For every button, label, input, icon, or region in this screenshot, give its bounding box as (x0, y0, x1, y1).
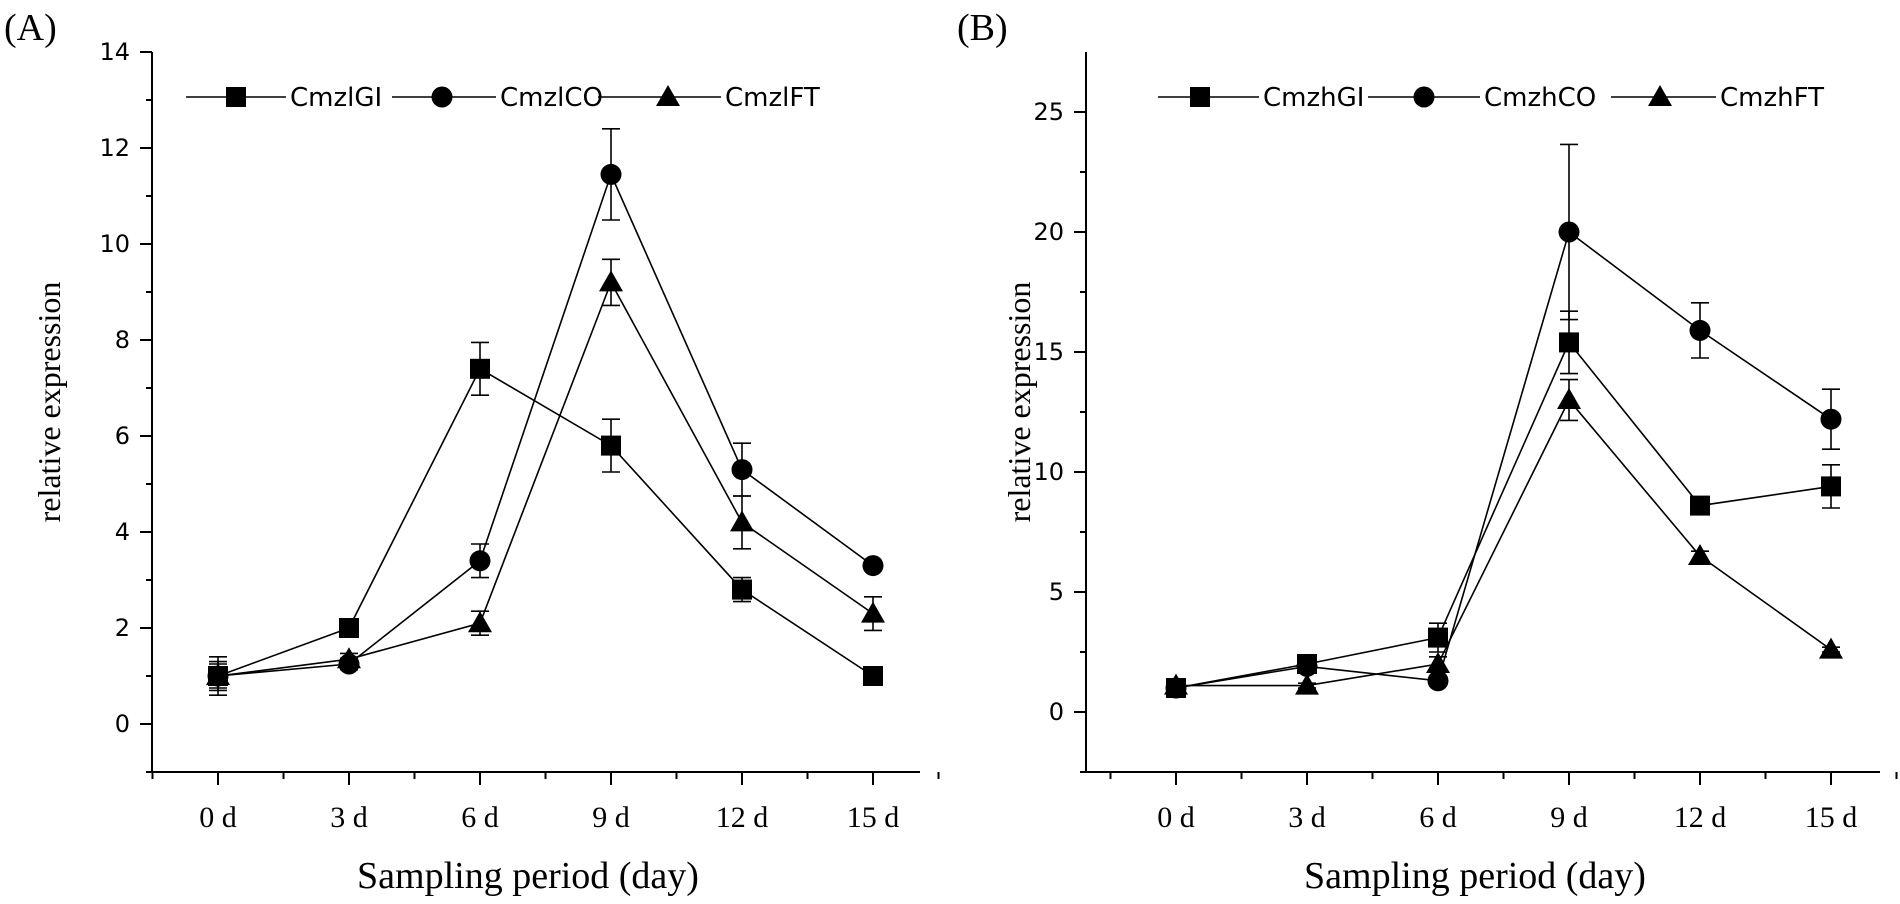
x-tick-label: 15 d (1805, 801, 1858, 834)
legend-label: CmzhGI (1263, 83, 1364, 113)
y-tick-label: 10 (1033, 458, 1064, 486)
data-point (1295, 673, 1319, 695)
data-point (1557, 388, 1581, 409)
legend-label: CmzhFT (1720, 83, 1824, 113)
legend-label: CmzlGI (290, 83, 382, 113)
series-line (217, 367, 874, 677)
y-tick-label: 25 (1033, 98, 1064, 126)
legend-marker (656, 85, 680, 106)
y-tick-label: 8 (115, 326, 130, 354)
series-line (217, 172, 874, 677)
x-tick-label: 0 d (1157, 801, 1195, 834)
data-point (470, 358, 490, 379)
data-point (1690, 495, 1710, 516)
x-tick-label: 12 d (716, 801, 769, 834)
data-point (337, 647, 361, 669)
y-tick-label: 20 (1033, 218, 1064, 246)
y-tick-label: 6 (115, 422, 130, 450)
data-point (206, 664, 230, 685)
y-tick-label: 0 (115, 710, 130, 738)
series-line (1175, 340, 1832, 689)
x-axis-title: Sampling period (day) (1304, 855, 1646, 897)
data-point (1819, 637, 1843, 659)
series-CmzlGI (208, 341, 883, 697)
panel-b: (B) 0 5 10 15 20 25 0 d 3 d 6 d 9 d 12 d 15 d Samplin… (957, 7, 1898, 897)
series-line (1176, 398, 1832, 687)
panel-a: (A) 0 2 4 6 8 10 12 14 0 d 3 d 6 d 9 d 12 d 15 d Sampli… (4, 7, 940, 897)
legend-entry: CmzlCO (392, 83, 603, 113)
y-axis-title: relative expression (1001, 282, 1037, 523)
panel-label: (B) (957, 7, 1008, 49)
data-point (339, 618, 359, 638)
legend-entry: CmzlGI (186, 83, 382, 113)
legend-entry: CmzhGI (1158, 83, 1364, 113)
series-CmzhCO (1165, 143, 1842, 699)
data-point (1428, 627, 1448, 648)
data-point (730, 510, 754, 532)
legend-entry: CmzlFT (598, 83, 820, 113)
y-tick-label: 5 (1049, 578, 1064, 606)
data-point (1820, 408, 1842, 430)
x-tick-label: 9 d (592, 801, 630, 834)
series-CmzhGI (1166, 310, 1841, 698)
data-point (863, 666, 883, 686)
x-tick-label: 0 d (199, 801, 237, 834)
data-point (1689, 319, 1711, 341)
x-tick-label: 6 d (1419, 801, 1457, 834)
data-point (1821, 476, 1841, 497)
x-tick-label: 9 d (1550, 801, 1588, 834)
series-CmzlCO (207, 128, 884, 692)
data-point (600, 163, 622, 185)
x-tick-label: 6 d (461, 801, 499, 834)
series-line (217, 280, 874, 677)
data-point (1427, 670, 1449, 692)
data-point (862, 555, 884, 577)
legend-marker (1190, 87, 1210, 107)
data-point (1164, 673, 1188, 695)
legend-marker (1413, 86, 1435, 108)
data-point (599, 270, 623, 292)
panel-label: (A) (4, 7, 57, 49)
x-tick-label: 3 d (330, 801, 368, 834)
series-line (1175, 230, 1832, 689)
series-CmzhFT (1164, 378, 1843, 695)
legend-entry: CmzhCO (1368, 83, 1596, 113)
legend-marker (1648, 85, 1672, 106)
x-tick-label: 3 d (1288, 801, 1326, 834)
data-point (468, 611, 492, 633)
data-point (1559, 332, 1579, 353)
x-tick-label: 12 d (1674, 801, 1727, 834)
x-tick-label: 15 d (847, 801, 900, 834)
y-axis-title: relative expression (31, 282, 67, 523)
x-axis-title: Sampling period (day) (357, 855, 699, 897)
y-tick-label: 14 (99, 38, 130, 66)
y-tick-label: 12 (99, 134, 130, 162)
data-point (1558, 221, 1580, 243)
data-point (1296, 655, 1318, 677)
legend-label: CmzlFT (725, 83, 820, 113)
data-point (1688, 544, 1712, 565)
data-point (469, 550, 491, 572)
data-point (861, 601, 885, 623)
data-point (1426, 652, 1450, 673)
y-tick-label: 15 (1033, 338, 1064, 366)
y-tick-label: 2 (115, 614, 130, 642)
legend-entry: CmzhFT (1611, 83, 1824, 113)
series-CmzlFT (206, 258, 885, 689)
legend-label: CmzhCO (1484, 83, 1596, 113)
legend-label: CmzlCO (500, 83, 603, 113)
data-point (601, 435, 621, 456)
legend-marker (431, 86, 453, 108)
y-tick-label: 0 (1049, 698, 1064, 726)
data-point (731, 459, 753, 481)
y-tick-label: 10 (99, 230, 130, 258)
data-point (732, 579, 752, 600)
legend-marker (226, 87, 246, 107)
y-tick-label: 4 (115, 518, 130, 546)
